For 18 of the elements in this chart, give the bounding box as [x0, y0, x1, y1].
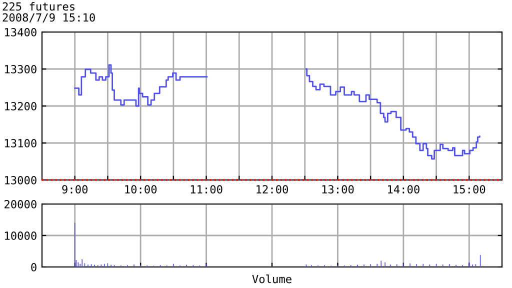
y-tick-label: 13100	[5, 139, 36, 148]
chart-title: 225 futures	[2, 2, 74, 11]
x-tick-label: 12:00	[256, 185, 288, 194]
y-tick-label: 13400	[5, 28, 36, 36]
y-tick-label: 13000	[5, 176, 36, 184]
x-tick-label: 11:00	[190, 185, 222, 194]
y-tick-label: 0	[31, 263, 36, 272]
text: Volume	[252, 274, 292, 284]
x-tick-label: 13:00	[322, 185, 354, 194]
y-tick-label: 13300	[5, 65, 36, 74]
x-tick-label: 9:00	[62, 185, 88, 194]
x-tick-label: 14:00	[388, 185, 420, 194]
chart-subtitle: 2008/7/9 15:10	[2, 13, 95, 23]
x-tick-label: 10:00	[125, 185, 157, 194]
y-tick-label: 10000	[5, 232, 36, 240]
x-tick-label: 15:00	[454, 185, 486, 194]
y-tick-label: 13200	[5, 102, 36, 110]
y-tick-label: 20000	[4, 200, 36, 208]
